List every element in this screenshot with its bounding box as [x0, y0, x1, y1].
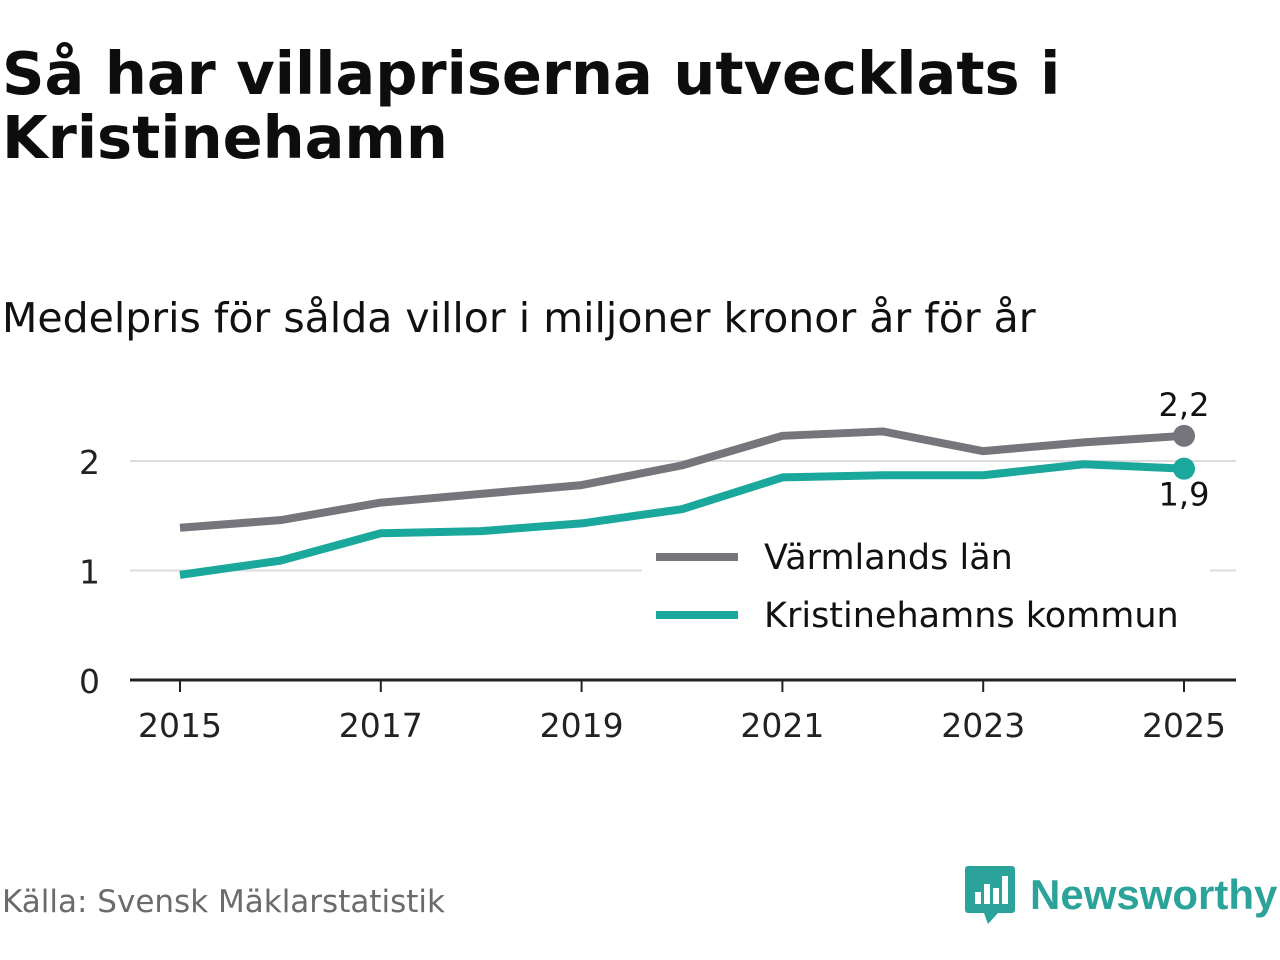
legend-label: Värmlands län [764, 538, 1013, 578]
x-tick-label: 2025 [1142, 706, 1226, 745]
end-point-marker [1173, 424, 1195, 447]
brand-name: Newsworthy [1030, 871, 1278, 918]
y-tick-label: 2 [79, 443, 100, 482]
end-value-label: 2,2 [1159, 386, 1210, 424]
x-tick-label: 2015 [138, 706, 222, 745]
x-tick-label: 2023 [941, 706, 1025, 745]
legend: Värmlands län Kristinehamns kommun [642, 534, 1210, 660]
y-tick-label: 0 [79, 662, 100, 701]
newsworthy-brand[interactable]: Newsworthy [964, 862, 1277, 928]
chart-subtitle: Medelpris för sålda villor i miljoner kr… [2, 294, 1036, 342]
chart-title: Så har villapriserna utvecklats i Kristi… [2, 39, 1061, 172]
y-tick-label: 1 [79, 553, 100, 592]
line-chart: 0 1 2 2015 2017 2019 2021 2023 2025 Värmlands län… [79, 386, 1236, 745]
x-tick-label: 2017 [339, 706, 423, 745]
newsworthy-logo-icon [965, 866, 1015, 924]
source-note: Källa: Svensk Mäklarstatistik [2, 884, 445, 920]
legend-label: Kristinehamns kommun [764, 596, 1179, 636]
x-tick-label: 2021 [740, 706, 824, 745]
series-line-2 [179, 460, 1185, 579]
x-tick-label: 2019 [540, 706, 624, 745]
series-line-1 [179, 427, 1185, 532]
end-value-label: 1,9 [1159, 476, 1210, 514]
end-point-marker [1173, 457, 1195, 480]
